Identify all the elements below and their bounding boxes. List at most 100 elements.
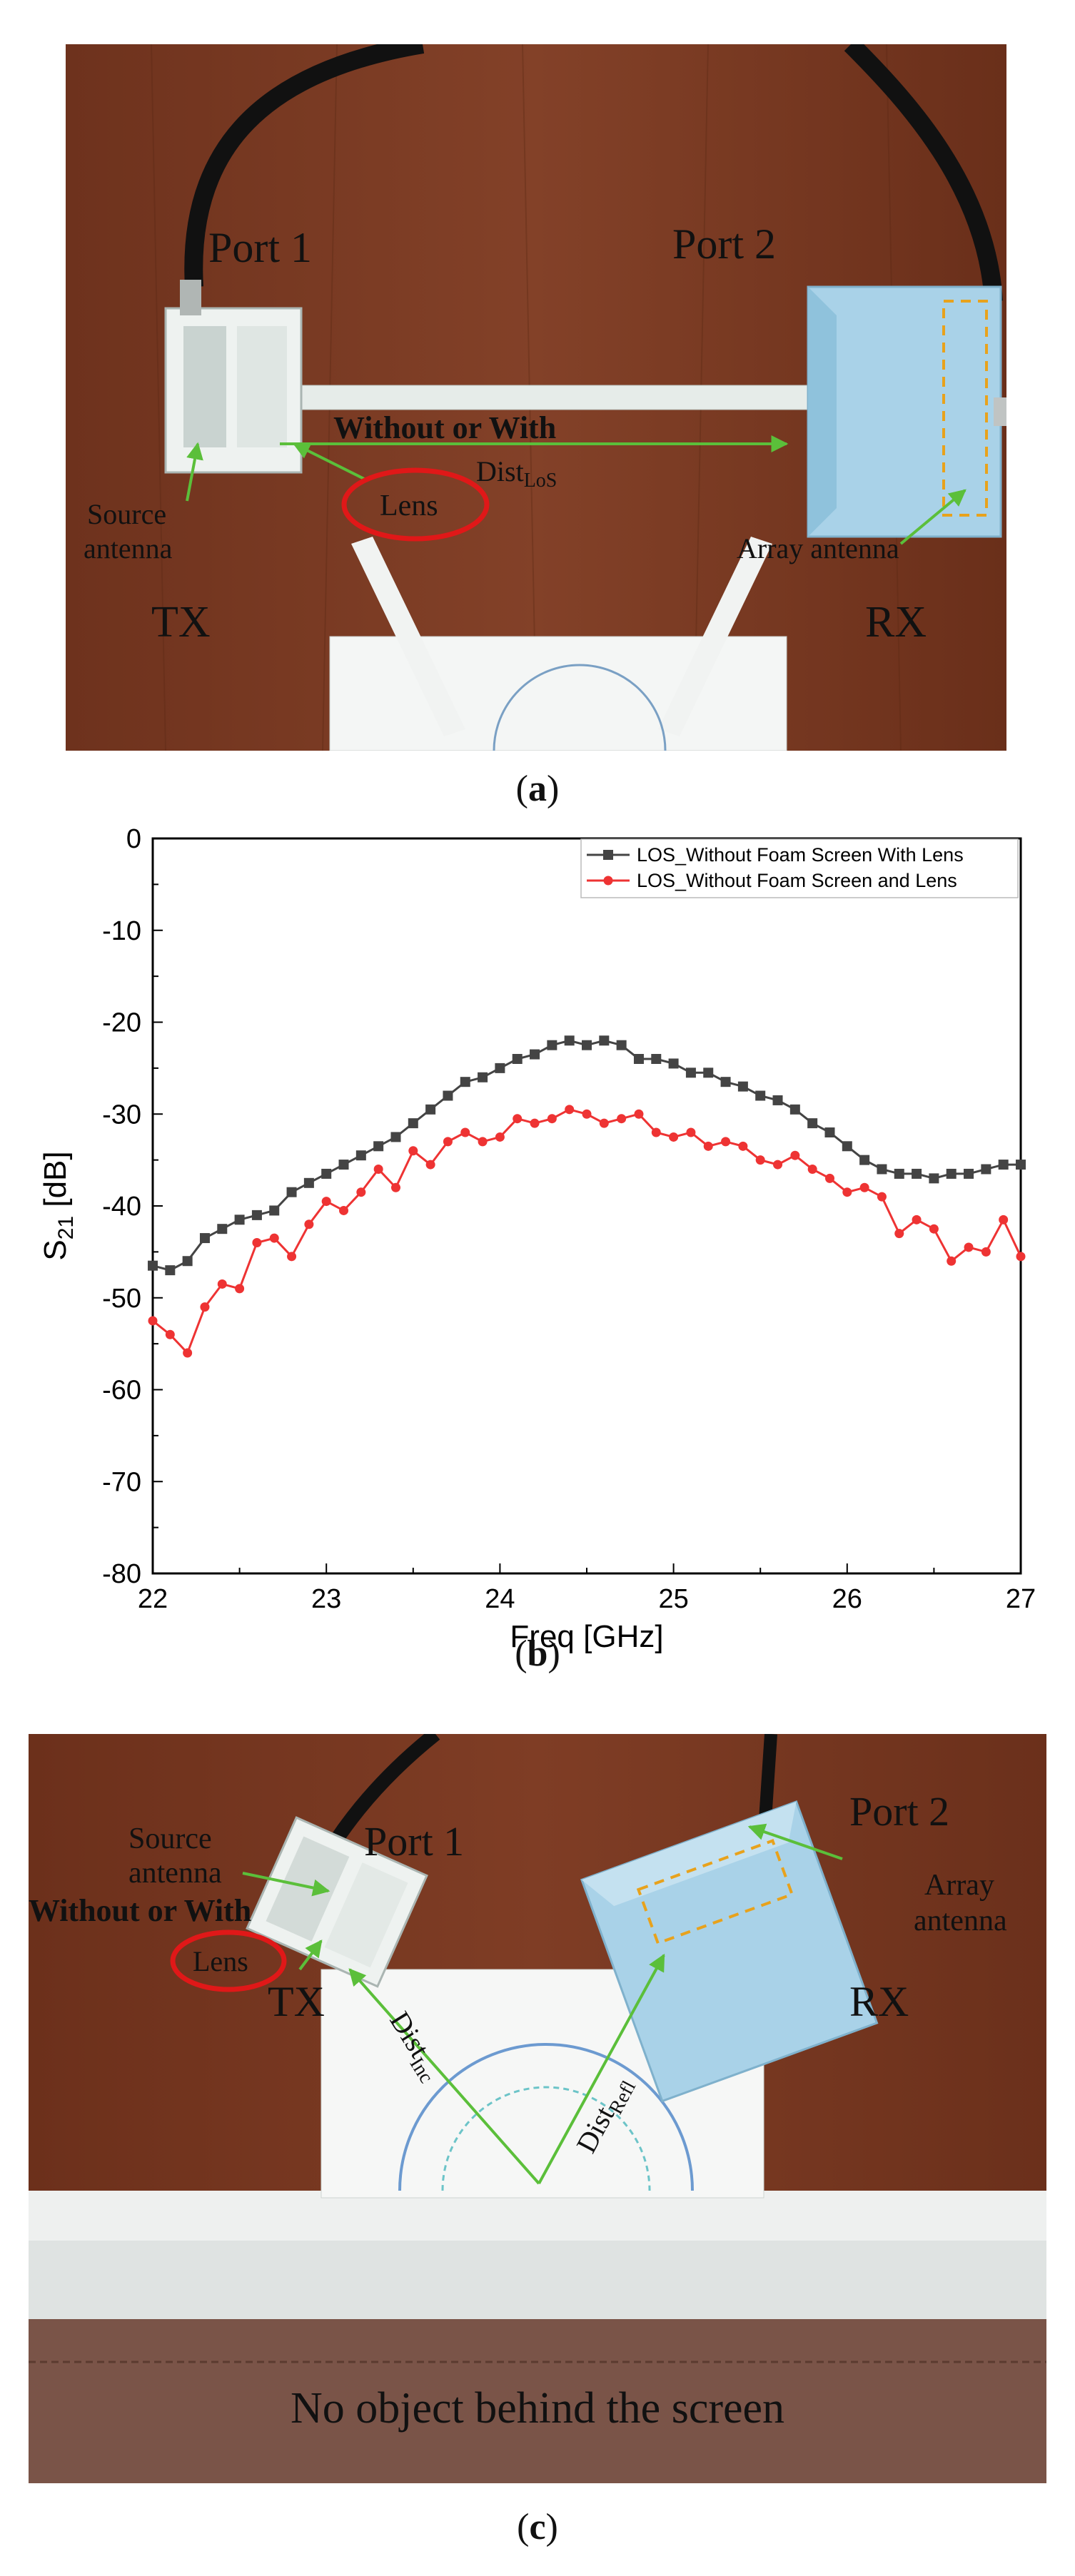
tx-label: TX	[151, 598, 211, 646]
legend-box	[580, 838, 1019, 898]
series-2-point	[252, 1238, 262, 1247]
source-label-line1: Source	[128, 1822, 212, 1855]
y-axis-label: S21 [dB]	[38, 1151, 78, 1260]
dist-refl-arrow	[538, 1953, 665, 2184]
x-tick-label: 25	[658, 1584, 688, 1614]
series-1-point	[547, 1040, 557, 1050]
y-tick-label: -20	[102, 1008, 141, 1038]
dist-los-label: DistLoS	[476, 455, 557, 492]
legend-label-1: LOS_Without Foam Screen With Lens	[637, 844, 964, 866]
series-1-point	[390, 1132, 401, 1142]
series-1-point	[772, 1095, 783, 1105]
series-1-point	[321, 1168, 332, 1179]
series-1-point	[182, 1256, 193, 1267]
series-1-point	[633, 1054, 644, 1064]
series-2-point	[947, 1256, 957, 1266]
series-2-point	[617, 1114, 627, 1124]
series-2-point	[599, 1118, 609, 1128]
source-label-line2: antenna	[128, 1857, 222, 1890]
y-tick-label: -60	[102, 1376, 141, 1406]
series-2-point	[669, 1132, 679, 1142]
x-tick-label: 27	[1006, 1584, 1036, 1614]
tx-label: TX	[268, 1978, 325, 2025]
series-1-point	[251, 1210, 262, 1220]
series-1-point	[668, 1058, 679, 1069]
y-tick-label: -80	[102, 1559, 141, 1589]
y-tick-label: -10	[102, 916, 141, 946]
lens-label: Lens	[380, 490, 438, 522]
series-1-point	[737, 1081, 748, 1092]
series-1-point	[964, 1168, 974, 1179]
series-2-point	[460, 1127, 470, 1137]
port1-label: Port 1	[208, 224, 312, 271]
protractor	[398, 2043, 694, 2191]
series-1-point	[495, 1063, 505, 1073]
series-2-point	[842, 1187, 852, 1197]
series-2-point	[981, 1247, 991, 1257]
series-1-point	[685, 1068, 696, 1078]
series-1-point	[286, 1187, 297, 1197]
series-1-point	[373, 1141, 384, 1152]
series-2-point	[547, 1114, 557, 1124]
series-2-point	[929, 1224, 939, 1234]
series-2-point	[721, 1137, 731, 1147]
source-arrow	[186, 442, 203, 502]
array-dashed-outline	[942, 300, 988, 517]
series-2-point	[651, 1127, 661, 1137]
series-1-point	[755, 1090, 766, 1101]
cable-rx	[844, 44, 1003, 302]
legend-marker-1	[603, 850, 613, 860]
series-1-point	[582, 1040, 592, 1050]
series-1-point	[478, 1072, 488, 1082]
rx-label: RX	[865, 598, 927, 646]
series-2-point	[217, 1279, 227, 1289]
series-1-point	[269, 1205, 280, 1216]
series-1-point	[425, 1104, 436, 1115]
x-tick-label: 22	[138, 1584, 168, 1614]
x-tick-label: 26	[832, 1584, 862, 1614]
lower-wood	[29, 2319, 1046, 2483]
array-label-line1: Array	[924, 1869, 994, 1902]
array-arrow	[899, 489, 967, 545]
series-2-point	[495, 1132, 505, 1142]
series-2-point	[824, 1173, 834, 1183]
series-1-point	[530, 1049, 540, 1060]
series-1-point	[912, 1168, 922, 1179]
series-2-point	[565, 1105, 575, 1115]
series-1-point	[616, 1040, 627, 1050]
series-2-point	[738, 1141, 748, 1151]
series-1-point	[408, 1118, 418, 1129]
tx-holder	[164, 280, 303, 474]
array-arrow	[747, 1823, 843, 1860]
panel-c-caption: (c)	[517, 2507, 558, 2547]
s21-chart: 22 23 24 25 26 27 0 -10 -20 -30 -40 -50 -60 -70 -80 LO…	[38, 828, 1036, 1654]
y-tick-label: 0	[126, 828, 141, 854]
series-1-point	[355, 1150, 366, 1161]
series-2-point	[356, 1187, 366, 1197]
series-1-point	[512, 1054, 523, 1064]
panel-c-photo: Source antenna Port 1 Port 2 Without or …	[29, 1734, 1046, 2483]
series-2-point	[1016, 1252, 1026, 1262]
series-1-point	[443, 1090, 453, 1101]
series-2-point	[200, 1302, 210, 1312]
series-1-point	[946, 1168, 957, 1179]
series-1-point	[789, 1104, 800, 1115]
series-2-point	[443, 1137, 453, 1147]
legend-marker-2	[603, 876, 613, 886]
series-2-point	[390, 1182, 400, 1192]
plot-frame	[151, 837, 1022, 1575]
series-2-point	[408, 1146, 418, 1156]
screen-board	[29, 2191, 1046, 2241]
series-1-point	[981, 1164, 991, 1175]
series-2-point	[530, 1118, 540, 1128]
series-1-point	[338, 1160, 349, 1170]
rail	[279, 385, 837, 410]
fixture	[329, 537, 787, 751]
series-2-point	[235, 1284, 245, 1294]
y-tick-label: -40	[102, 1192, 141, 1222]
panel-a-caption: (a)	[515, 769, 560, 809]
port2-label: Port 2	[672, 220, 776, 268]
series-2-point	[807, 1165, 817, 1174]
rx-box	[580, 1800, 879, 2103]
lens-arrow	[292, 442, 366, 481]
